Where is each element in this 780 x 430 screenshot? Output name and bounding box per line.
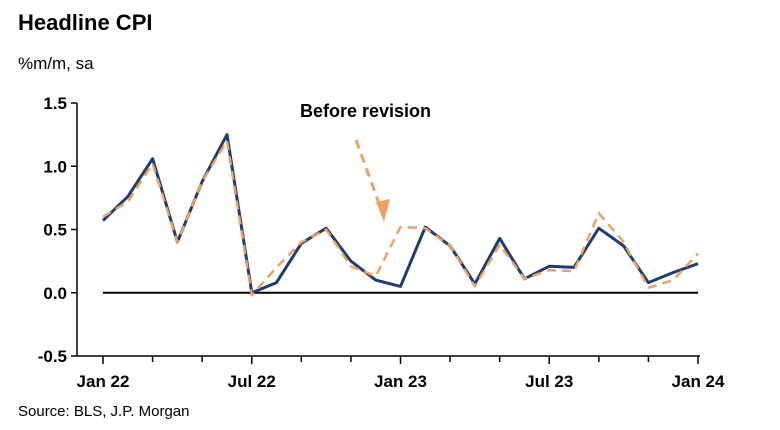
x-tick-label: Jul 23 — [525, 372, 573, 391]
chart-units: %m/m, sa — [18, 54, 94, 73]
x-tick-label: Jan 23 — [374, 372, 427, 391]
chart-source: Source: BLS, J.P. Morgan — [18, 403, 190, 420]
y-tick-label: -0.5 — [38, 347, 67, 366]
series-layer — [101, 133, 699, 297]
chart-title: Headline CPI — [18, 10, 153, 35]
y-tick-label: 1.5 — [43, 94, 67, 113]
y-tick-label: 0.0 — [43, 284, 67, 303]
y-tick-label: 0.5 — [43, 221, 67, 240]
x-tick-label: Jul 22 — [228, 372, 276, 391]
y-tick-label: 1.0 — [43, 157, 67, 176]
series-line-before-revision — [102, 139, 699, 297]
annotation-arrow-line — [354, 139, 382, 207]
annotation-label: Before revision — [300, 101, 431, 121]
chart-axes: 1.5 1.0 0.5 0.0 -0.5 Jan 22 Jul 22 Jan 23 Jul 23… — [38, 94, 725, 391]
annotation-arrow-head — [376, 199, 390, 222]
x-tick-label: Jan 22 — [77, 372, 130, 391]
series-line-revised — [101, 133, 699, 295]
x-tick-label: Jan 24 — [672, 372, 725, 391]
annotation-layer: Before revision — [300, 101, 431, 222]
